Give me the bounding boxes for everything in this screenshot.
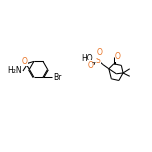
Text: Br: Br	[53, 73, 62, 82]
Text: H₂N: H₂N	[7, 66, 22, 76]
Text: HO: HO	[82, 54, 93, 63]
Text: −: −	[91, 60, 96, 65]
Text: S: S	[96, 55, 100, 64]
Text: O: O	[115, 52, 121, 61]
Text: O: O	[87, 61, 93, 70]
Text: O: O	[22, 57, 27, 66]
Text: O: O	[96, 48, 102, 57]
